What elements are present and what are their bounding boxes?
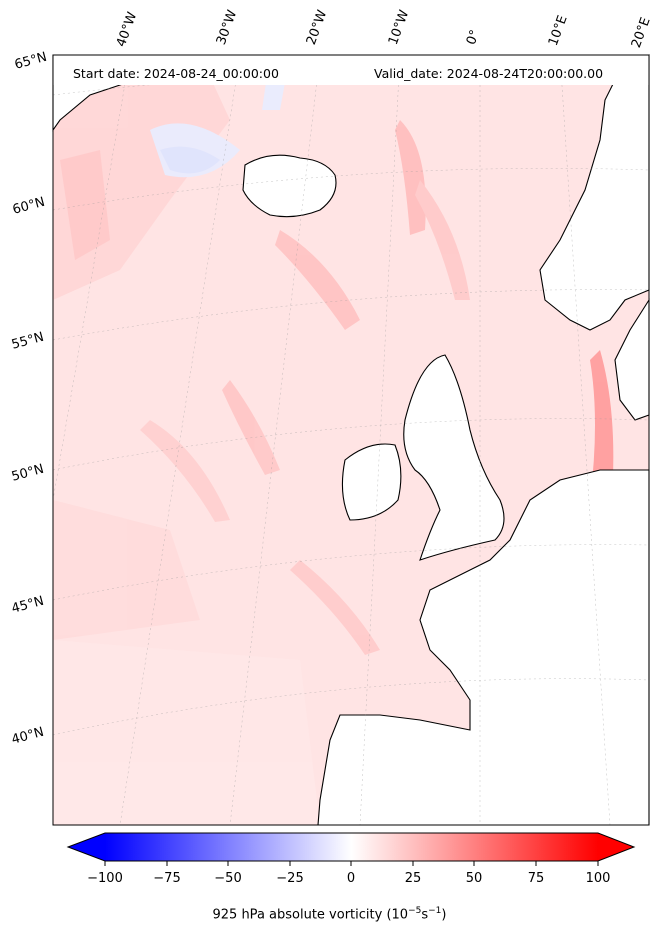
graticule [52, 54, 650, 826]
colorbar-tick: 50 [465, 871, 483, 886]
great-britain [403, 354, 505, 561]
colorbar-tick: −25 [276, 871, 304, 886]
colorbar-tick: 0 [346, 871, 356, 886]
header-band [53, 55, 649, 85]
colorbar-label-exp1: −5 [408, 906, 422, 916]
colorbar-label: 925 hPa absolute vorticity (10−5s−1) [0, 906, 659, 922]
colorbar-label-exp2: −1 [428, 906, 442, 916]
iceland [242, 154, 337, 218]
colorbar-label-mid: s [421, 907, 429, 923]
colorbar-label-prefix: 925 hPa absolute vorticity (10 [212, 907, 409, 923]
colorbar-body [105, 833, 598, 861]
ireland [341, 443, 402, 521]
colorbar-tick: 75 [527, 871, 545, 886]
colorbar-label-suffix: ) [441, 907, 447, 923]
colorbar-extend-min [68, 833, 105, 861]
scandinavia [539, 54, 650, 331]
colorbar-tick: −75 [153, 871, 181, 886]
colorbar-tick: 100 [585, 871, 611, 886]
map-frame [52, 54, 650, 826]
colorbar [66, 832, 636, 866]
colorbar-extend-max [598, 833, 634, 861]
valid-date-label: Valid_date: 2024-08-24T20:00:00.00 [374, 66, 604, 81]
colorbar-tick: −100 [87, 871, 123, 886]
start-date-label: Start date: 2024-08-24_00:00:00 [73, 66, 279, 81]
colorbar-tick: −50 [214, 871, 242, 886]
colorbar-tick: 25 [404, 871, 422, 886]
continental-europe [317, 469, 650, 826]
